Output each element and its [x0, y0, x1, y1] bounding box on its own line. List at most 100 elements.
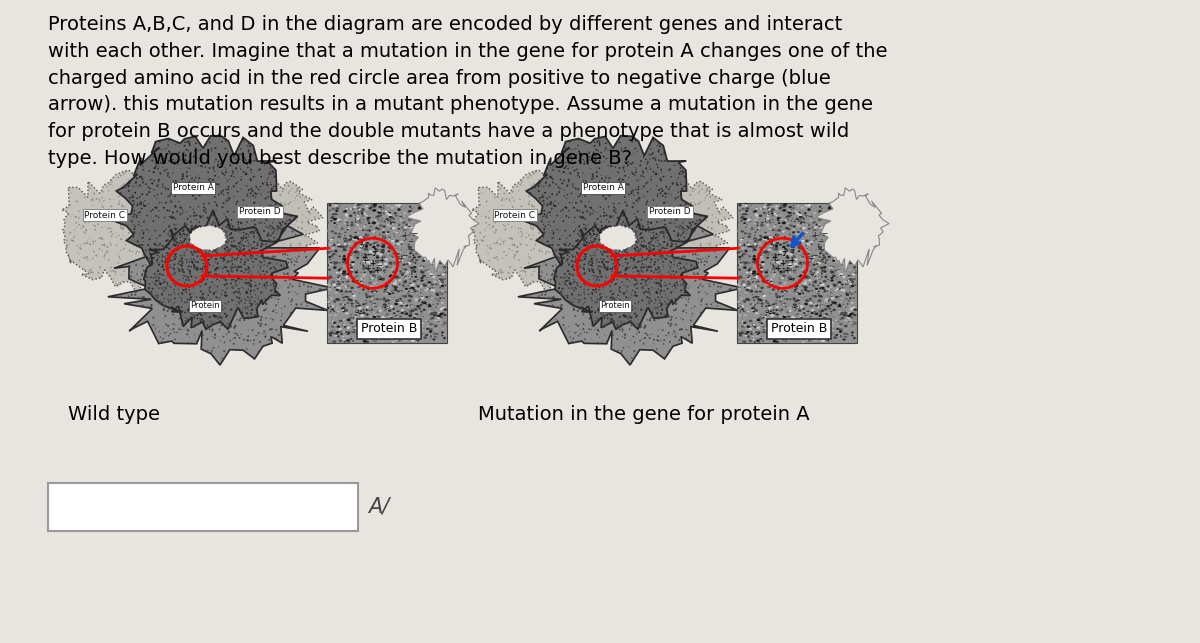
Ellipse shape [414, 227, 418, 230]
Ellipse shape [408, 267, 410, 269]
Point [529, 220, 548, 230]
Point [145, 208, 164, 219]
Point [583, 149, 602, 159]
Point [565, 215, 584, 225]
Point [667, 215, 686, 225]
Ellipse shape [344, 243, 347, 245]
Ellipse shape [358, 251, 360, 253]
Point [222, 156, 241, 166]
Point [200, 246, 220, 256]
Point [596, 235, 616, 245]
Ellipse shape [394, 336, 397, 339]
Point [625, 298, 644, 309]
Ellipse shape [439, 322, 440, 323]
Point [570, 260, 589, 270]
Point [568, 240, 587, 251]
Point [614, 208, 634, 218]
Ellipse shape [344, 320, 347, 322]
Point [232, 248, 251, 258]
Ellipse shape [372, 228, 374, 230]
Point [172, 257, 191, 267]
Ellipse shape [412, 273, 414, 275]
Point [541, 254, 560, 264]
Point [240, 141, 259, 151]
Ellipse shape [788, 234, 791, 235]
Point [686, 199, 706, 210]
Point [618, 307, 637, 317]
Ellipse shape [808, 242, 811, 244]
Point [697, 254, 716, 264]
Point [205, 311, 224, 322]
Point [553, 228, 572, 238]
Point [568, 235, 587, 246]
Point [168, 206, 187, 217]
Ellipse shape [371, 323, 373, 325]
Point [626, 185, 646, 195]
Ellipse shape [366, 229, 370, 231]
Ellipse shape [373, 303, 376, 305]
Point [156, 229, 175, 239]
Point [256, 263, 275, 273]
Point [577, 303, 596, 314]
Point [689, 248, 708, 258]
Ellipse shape [380, 278, 384, 281]
Point [620, 236, 640, 246]
Point [577, 327, 596, 338]
Point [259, 172, 278, 183]
Point [644, 277, 664, 287]
Ellipse shape [839, 307, 840, 308]
Ellipse shape [359, 222, 362, 224]
Point [263, 270, 282, 280]
Ellipse shape [749, 240, 751, 241]
Point [259, 264, 278, 274]
Point [188, 247, 208, 257]
Ellipse shape [374, 317, 376, 318]
Point [264, 306, 283, 316]
Point [60, 200, 79, 210]
Point [588, 240, 607, 250]
Point [503, 240, 522, 250]
Point [244, 228, 263, 239]
Point [180, 266, 199, 276]
Point [244, 222, 263, 232]
Point [271, 235, 290, 246]
Ellipse shape [337, 282, 341, 285]
Point [167, 149, 186, 159]
Point [486, 192, 505, 203]
Point [665, 177, 684, 187]
Point [164, 219, 184, 230]
Point [156, 216, 175, 226]
Ellipse shape [427, 206, 431, 208]
Ellipse shape [752, 211, 754, 212]
Point [550, 178, 569, 188]
Point [192, 228, 211, 238]
Point [149, 257, 168, 267]
Point [264, 203, 283, 213]
Ellipse shape [352, 324, 353, 326]
Point [671, 177, 690, 188]
Ellipse shape [748, 280, 750, 282]
Point [196, 261, 215, 271]
Ellipse shape [826, 313, 828, 316]
Point [232, 212, 251, 222]
Point [581, 208, 600, 218]
Ellipse shape [834, 257, 838, 259]
Ellipse shape [740, 240, 743, 242]
Point [230, 289, 250, 299]
Point [583, 231, 602, 241]
Ellipse shape [748, 269, 751, 271]
Point [538, 200, 557, 210]
Ellipse shape [365, 245, 368, 247]
Point [211, 305, 230, 316]
Point [625, 216, 644, 226]
Ellipse shape [360, 311, 362, 312]
Point [649, 314, 668, 324]
Point [662, 312, 682, 322]
Ellipse shape [846, 243, 850, 246]
Point [132, 270, 151, 280]
Point [698, 246, 718, 257]
Point [272, 282, 292, 292]
Point [186, 276, 205, 287]
Point [204, 209, 223, 219]
Point [161, 189, 180, 199]
